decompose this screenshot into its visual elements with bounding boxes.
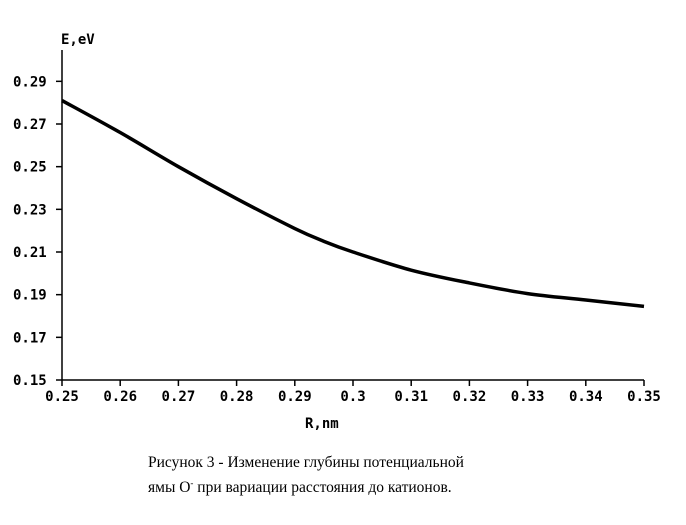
caption-line-1: Рисунок 3 - Изменение глубины потенциаль… — [148, 454, 464, 471]
x-tick-label: 0.31 — [394, 389, 428, 405]
x-axis-label: R,nm — [305, 416, 339, 432]
x-tick-label: 0.29 — [278, 389, 312, 405]
x-tick-label: 0.35 — [627, 389, 661, 405]
y-tick-label: 0.17 — [13, 330, 47, 346]
y-tick-label: 0.27 — [13, 117, 47, 133]
caption-line-2-prefix: ямы O — [148, 479, 191, 497]
y-tick-label: 0.25 — [13, 160, 47, 176]
chart: 0.15 0.17 0.19 0.21 0.23 0.25 0.27 0.29 0.25 0.26… — [13, 32, 661, 432]
caption-line-2: ямы O- при вариации расстояния до катион… — [148, 473, 588, 498]
caption-line-2-suffix: при вариации расстояния до катионов. — [193, 479, 452, 497]
x-tick-label: 0.28 — [220, 389, 254, 405]
x-tick-label: 0.32 — [453, 389, 487, 405]
y-tick-label: 0.15 — [13, 373, 47, 389]
figure-caption: Рисунок 3 - Изменение глубины потенциаль… — [148, 452, 588, 498]
x-tick-label: 0.3 — [340, 389, 365, 405]
y-tick-label: 0.29 — [13, 74, 47, 90]
x-tick-label: 0.33 — [511, 389, 545, 405]
x-tick-label: 0.26 — [103, 389, 137, 405]
series-line — [61, 98, 645, 309]
x-tick-label: 0.34 — [569, 389, 603, 405]
y-axis-label: E,eV — [61, 32, 95, 48]
y-tick-label: 0.23 — [13, 202, 47, 218]
x-tick-label: 0.25 — [45, 389, 79, 405]
x-tick-label: 0.27 — [162, 389, 196, 405]
caption-superscript: - — [190, 478, 194, 488]
y-tick-label: 0.21 — [13, 245, 47, 261]
y-tick-label: 0.19 — [13, 288, 47, 304]
